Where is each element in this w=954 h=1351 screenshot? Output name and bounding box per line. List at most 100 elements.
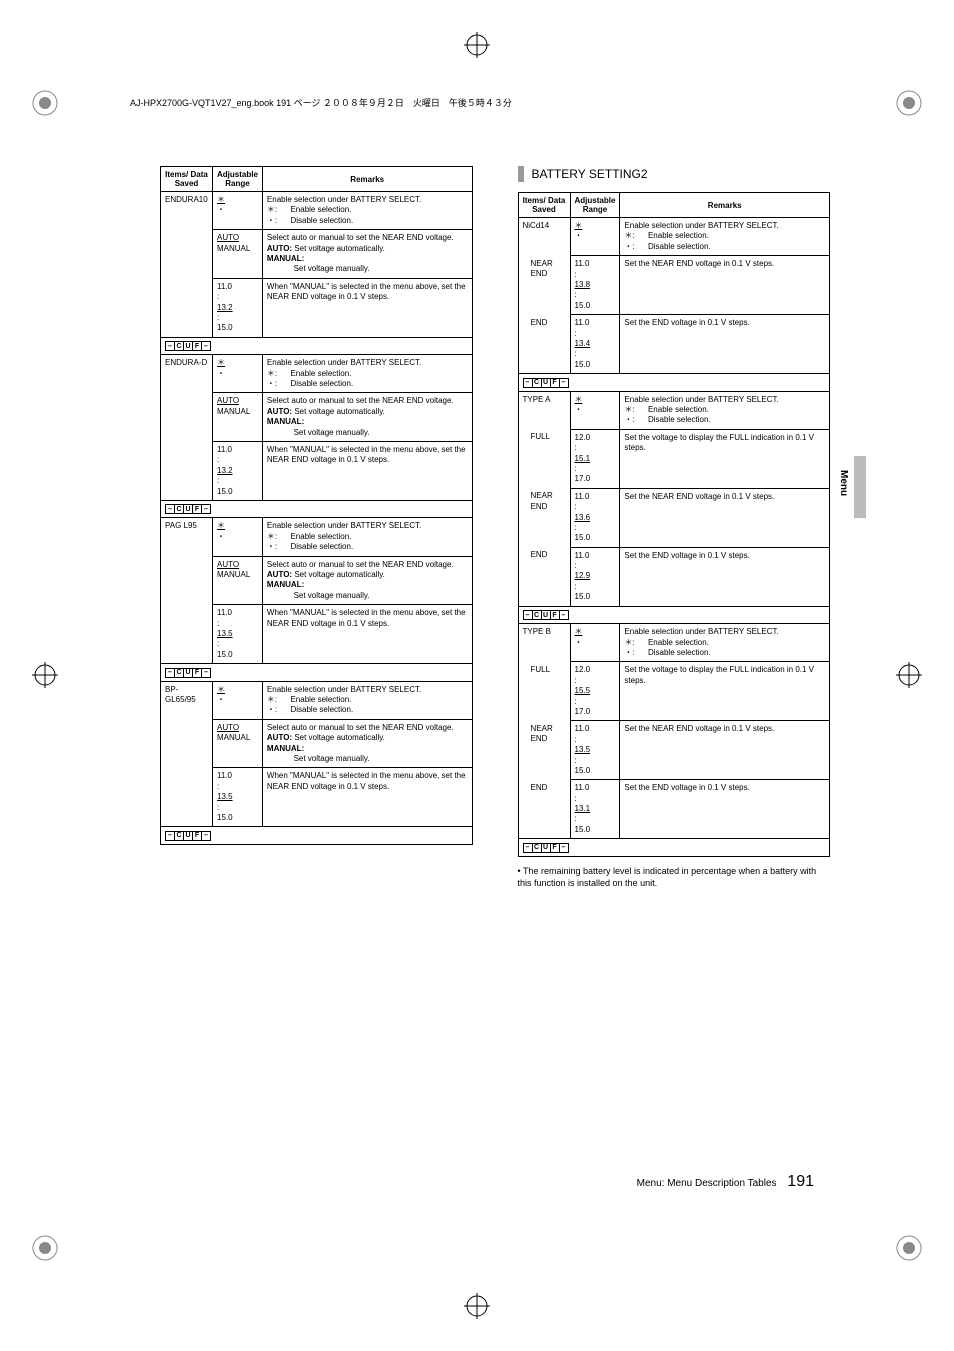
range: 11.0:12.9:15.0 xyxy=(570,547,620,606)
range: ＊・ xyxy=(570,218,620,256)
cuf-row: –CUF– xyxy=(518,839,830,857)
table-row: FULL 12.0:15.5:17.0 Set the voltage to d… xyxy=(518,662,830,721)
section-title: BATTERY SETTING2 xyxy=(532,167,648,181)
remarks: Set the END voltage in 0.1 V steps. xyxy=(620,780,830,839)
cuf-row: –CUF– xyxy=(161,337,473,355)
sub-item: FULL xyxy=(518,429,570,488)
remarks: Set the NEAR END voltage in 0.1 V steps. xyxy=(620,256,830,315)
remarks: When "MANUAL" is selected in the menu ab… xyxy=(262,605,472,664)
range: AUTOMANUAL xyxy=(213,556,263,605)
bottom-note: • The remaining battery level is indicat… xyxy=(518,865,831,890)
sub-item: END xyxy=(518,547,570,606)
sub-item: END xyxy=(518,780,570,839)
range: 12.0:15.5:17.0 xyxy=(570,662,620,721)
registration-mark xyxy=(894,660,924,690)
table-row: NiCd14 ＊・ Enable selection under BATTERY… xyxy=(518,218,830,256)
remarks: Set the END voltage in 0.1 V steps. xyxy=(620,547,830,606)
right-menu-table: Items/ Data Saved Adjustable Range Remar… xyxy=(518,192,831,857)
sub-item: NEAR END xyxy=(518,256,570,315)
table-row: PAG L95 ＊・ Enable selection under BATTER… xyxy=(161,518,473,556)
remarks: Enable selection under BATTERY SELECT.＊:… xyxy=(620,391,830,429)
th-range: Adjustable Range xyxy=(213,167,263,192)
registration-mark xyxy=(30,660,60,690)
side-bar xyxy=(854,456,866,518)
range: ＊・ xyxy=(213,518,263,556)
cuf-row: –CUF– xyxy=(518,606,830,624)
remarks: Select auto or manual to set the NEAR EN… xyxy=(262,393,472,442)
table-row: END 11.0:13.4:15.0 Set the END voltage i… xyxy=(518,315,830,374)
range: AUTOMANUAL xyxy=(213,393,263,442)
item-name: TYPE B xyxy=(518,624,570,662)
table-row: END 11.0:12.9:15.0 Set the END voltage i… xyxy=(518,547,830,606)
table-row: BP-GL65/95 ＊・ Enable selection under BAT… xyxy=(161,681,473,719)
cuf-row: –CUF– xyxy=(518,374,830,392)
range: 11.0:13.2:15.0 xyxy=(213,278,263,337)
th-range: Adjustable Range xyxy=(570,193,620,218)
remarks: Enable selection under BATTERY SELECT.＊:… xyxy=(262,192,472,230)
range: ＊・ xyxy=(570,391,620,429)
side-tab: Menu xyxy=(838,470,849,496)
table-row: NEAR END 11.0:13.5:15.0 Set the NEAR END… xyxy=(518,721,830,780)
range: 11.0:13.5:15.0 xyxy=(570,721,620,780)
range: 11.0:13.5:15.0 xyxy=(213,768,263,827)
table-row: TYPE B ＊・ Enable selection under BATTERY… xyxy=(518,624,830,662)
section-header: BATTERY SETTING2 xyxy=(518,166,831,182)
range: 12.0:15.1:17.0 xyxy=(570,429,620,488)
remarks: Select auto or manual to set the NEAR EN… xyxy=(262,230,472,279)
left-menu-table: Items/ Data Saved Adjustable Range Remar… xyxy=(160,166,473,845)
footer: Menu: Menu Description Tables 191 xyxy=(637,1173,814,1191)
remarks: Enable selection under BATTERY SELECT.＊:… xyxy=(620,218,830,256)
remarks: Set the NEAR END voltage in 0.1 V steps. xyxy=(620,721,830,780)
section-bar-icon xyxy=(518,166,524,182)
range: 11.0:13.2:15.0 xyxy=(213,441,263,500)
remarks: Set the voltage to display the FULL indi… xyxy=(620,662,830,721)
cuf-row: –CUF– xyxy=(161,500,473,518)
remarks: Set the voltage to display the FULL indi… xyxy=(620,429,830,488)
item-name: ENDURA-D xyxy=(161,355,213,501)
table-row: ENDURA-D ＊・ Enable selection under BATTE… xyxy=(161,355,473,393)
remarks: Enable selection under BATTERY SELECT.＊:… xyxy=(262,355,472,393)
remarks: Select auto or manual to set the NEAR EN… xyxy=(262,556,472,605)
range: ＊・ xyxy=(570,624,620,662)
table-row: END 11.0:13.1:15.0 Set the END voltage i… xyxy=(518,780,830,839)
remarks: Select auto or manual to set the NEAR EN… xyxy=(262,719,472,768)
table-row: ENDURA10 ＊・ Enable selection under BATTE… xyxy=(161,192,473,230)
th-items: Items/ Data Saved xyxy=(518,193,570,218)
th-remarks: Remarks xyxy=(620,193,830,218)
range: 11.0:13.5:15.0 xyxy=(213,605,263,664)
sub-item: NEAR END xyxy=(518,721,570,780)
remarks: Set the END voltage in 0.1 V steps. xyxy=(620,315,830,374)
range: 11.0:13.8:15.0 xyxy=(570,256,620,315)
item-name: NiCd14 xyxy=(518,218,570,256)
page-number: 191 xyxy=(787,1173,814,1190)
th-remarks: Remarks xyxy=(262,167,472,192)
item-name: PAG L95 xyxy=(161,518,213,664)
registration-mark xyxy=(462,1291,492,1321)
cuf-row: –CUF– xyxy=(161,827,473,845)
range: 11.0:13.4:15.0 xyxy=(570,315,620,374)
left-column: Items/ Data Saved Adjustable Range Remar… xyxy=(160,166,473,890)
item-name: ENDURA10 xyxy=(161,192,213,338)
header-text: AJ-HPX2700G-VQT1V27_eng.book 191 ページ ２００… xyxy=(130,96,512,109)
range: 11.0:13.6:15.0 xyxy=(570,488,620,547)
registration-mark xyxy=(30,1233,60,1263)
remarks: Set the NEAR END voltage in 0.1 V steps. xyxy=(620,488,830,547)
table-row: FULL 12.0:15.1:17.0 Set the voltage to d… xyxy=(518,429,830,488)
sub-item: NEAR END xyxy=(518,488,570,547)
range: ＊・ xyxy=(213,192,263,230)
table-row: TYPE A ＊・ Enable selection under BATTERY… xyxy=(518,391,830,429)
sub-item: END xyxy=(518,315,570,374)
right-column: BATTERY SETTING2 Items/ Data Saved Adjus… xyxy=(518,166,831,890)
table-row: NEAR END 11.0:13.8:15.0 Set the NEAR END… xyxy=(518,256,830,315)
item-name: TYPE A xyxy=(518,391,570,429)
remarks: When "MANUAL" is selected in the menu ab… xyxy=(262,278,472,337)
registration-mark xyxy=(894,88,924,118)
registration-mark xyxy=(30,88,60,118)
range: ＊・ xyxy=(213,355,263,393)
table-row: NEAR END 11.0:13.6:15.0 Set the NEAR END… xyxy=(518,488,830,547)
th-items: Items/ Data Saved xyxy=(161,167,213,192)
remarks: Enable selection under BATTERY SELECT.＊:… xyxy=(262,518,472,556)
registration-mark xyxy=(462,30,492,60)
remarks: When "MANUAL" is selected in the menu ab… xyxy=(262,768,472,827)
footer-text: Menu: Menu Description Tables xyxy=(637,1178,777,1189)
